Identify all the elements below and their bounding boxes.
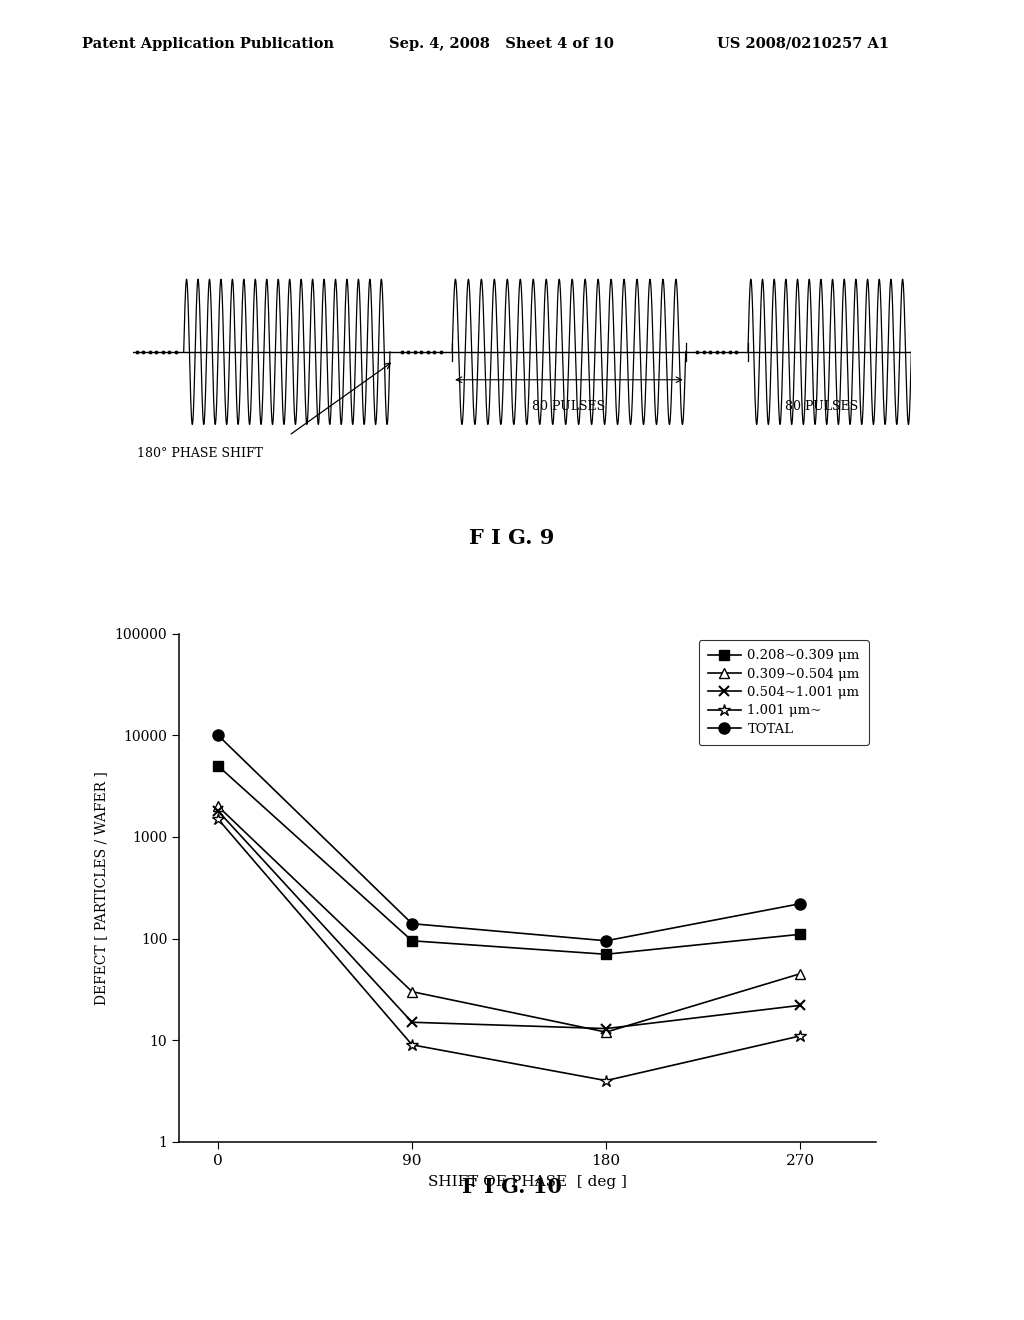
X-axis label: SHIFT OF PHASE  [ deg ]: SHIFT OF PHASE [ deg ]	[428, 1175, 627, 1188]
TOTAL	[212, 727, 224, 743]
Text: US 2008/0210257 A1: US 2008/0210257 A1	[717, 37, 889, 51]
Line: 0.504~1.001 μm: 0.504~1.001 μm	[213, 807, 805, 1034]
0.208~0.309 μm	[212, 758, 224, 774]
Text: 180° PHASE SHIFT: 180° PHASE SHIFT	[137, 446, 263, 459]
0.504~1.001 μm	[212, 803, 224, 818]
0.208~0.309 μm	[794, 927, 806, 942]
Text: 80 PULSES: 80 PULSES	[785, 400, 858, 413]
TOTAL	[600, 933, 612, 949]
Legend: 0.208~0.309 μm, 0.309~0.504 μm, 0.504~1.001 μm, 1.001 μm~, TOTAL: 0.208~0.309 μm, 0.309~0.504 μm, 0.504~1.…	[698, 640, 869, 744]
Text: F I G. 9: F I G. 9	[469, 528, 555, 548]
1.001 μm~	[406, 1038, 418, 1053]
0.208~0.309 μm	[600, 946, 612, 962]
1.001 μm~	[212, 810, 224, 826]
Line: 1.001 μm~: 1.001 μm~	[212, 813, 806, 1086]
0.309~0.504 μm	[212, 799, 224, 814]
Line: 0.208~0.309 μm: 0.208~0.309 μm	[213, 760, 805, 960]
Y-axis label: DEFECT [ PARTICLES / WAFER ]: DEFECT [ PARTICLES / WAFER ]	[94, 771, 108, 1005]
0.309~0.504 μm	[600, 1024, 612, 1040]
0.208~0.309 μm	[406, 933, 418, 949]
Line: TOTAL: TOTAL	[212, 730, 806, 946]
0.504~1.001 μm	[600, 1020, 612, 1036]
0.309~0.504 μm	[794, 966, 806, 982]
TOTAL	[794, 896, 806, 912]
Text: Patent Application Publication: Patent Application Publication	[82, 37, 334, 51]
0.504~1.001 μm	[406, 1014, 418, 1030]
Text: Sep. 4, 2008   Sheet 4 of 10: Sep. 4, 2008 Sheet 4 of 10	[389, 37, 614, 51]
1.001 μm~	[600, 1073, 612, 1089]
TOTAL	[406, 916, 418, 932]
Text: 80 PULSES: 80 PULSES	[532, 400, 605, 413]
Text: F I G. 10: F I G. 10	[462, 1177, 562, 1197]
1.001 μm~	[794, 1028, 806, 1044]
0.504~1.001 μm	[794, 998, 806, 1014]
Line: 0.309~0.504 μm: 0.309~0.504 μm	[213, 801, 805, 1038]
0.309~0.504 μm	[406, 983, 418, 999]
